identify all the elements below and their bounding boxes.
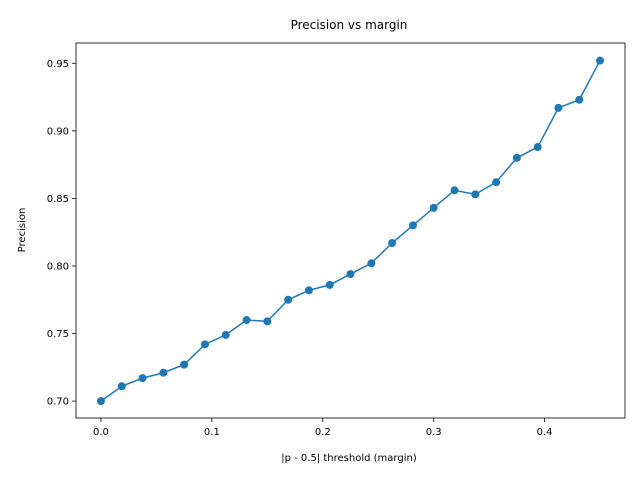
data-point [242, 316, 251, 325]
y-axis: 0.70 0.75 0.80 0.85 0.90 0.95 [47, 59, 76, 408]
data-point [596, 56, 605, 65]
data-point [284, 295, 293, 304]
data-point [325, 280, 334, 289]
data-point [429, 203, 438, 212]
chart-title: Precision vs margin [291, 18, 408, 32]
data-point [263, 317, 272, 326]
y-tick-label: 0.95 [47, 59, 69, 70]
y-tick-label: 0.85 [47, 194, 69, 205]
x-tick-label: 0.4 [537, 427, 553, 438]
y-tick-label: 0.80 [47, 261, 69, 272]
x-tick-label: 0.3 [426, 427, 442, 438]
y-axis-label: Precision [17, 208, 28, 253]
data-point [117, 382, 126, 391]
data-point [346, 270, 355, 279]
x-tick-label: 0.0 [93, 427, 109, 438]
data-point [159, 368, 168, 377]
plot-area [96, 56, 605, 406]
data-point [367, 259, 376, 268]
data-point [180, 360, 189, 369]
x-tick-label: 0.1 [204, 427, 220, 438]
data-point [200, 340, 209, 349]
x-axis: 0.0 0.1 0.2 0.3 0.4 [93, 418, 553, 438]
y-tick-label: 0.70 [47, 397, 69, 408]
data-point [138, 374, 147, 383]
x-axis-label: |p - 0.5| threshold (margin) [281, 453, 417, 464]
data-point [96, 397, 105, 406]
y-tick-label: 0.75 [47, 329, 69, 340]
x-tick-label: 0.2 [315, 427, 331, 438]
data-point [450, 186, 459, 195]
data-point [512, 153, 521, 162]
data-point [304, 286, 313, 295]
data-point [408, 221, 417, 230]
data-point [575, 95, 584, 104]
data-point [471, 190, 480, 199]
data-point [492, 178, 501, 187]
data-point [221, 330, 230, 339]
data-point [554, 103, 563, 112]
plot-frame [75, 42, 626, 419]
data-point [388, 239, 397, 247]
data-point [533, 143, 542, 152]
y-tick-label: 0.90 [47, 126, 69, 137]
